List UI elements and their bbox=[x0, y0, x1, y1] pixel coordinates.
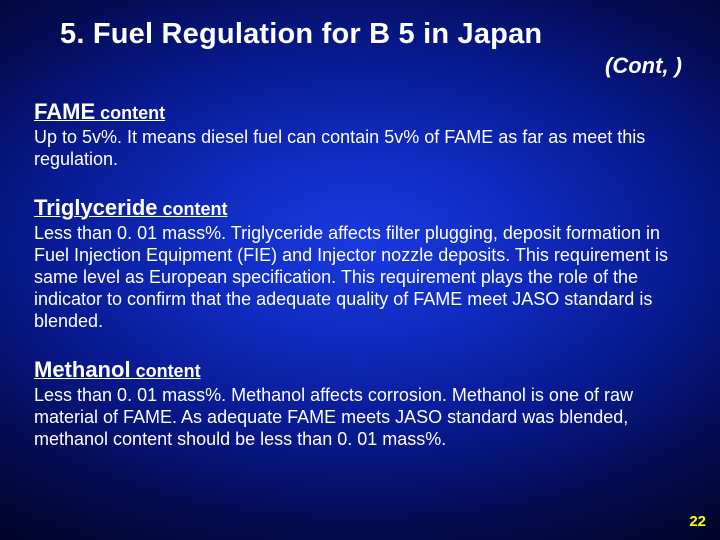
heading-main: Triglyceride bbox=[34, 195, 158, 220]
continuation-label: (Cont, ) bbox=[34, 53, 682, 79]
heading-sub: content bbox=[95, 103, 165, 123]
heading-sub: content bbox=[158, 199, 228, 219]
slide: 5. Fuel Regulation for B 5 in Japan (Con… bbox=[0, 0, 720, 540]
section-heading-fame: FAME content bbox=[34, 99, 686, 125]
heading-sub: content bbox=[131, 361, 201, 381]
page-number: 22 bbox=[689, 513, 706, 530]
section-heading-methanol: Methanol content bbox=[34, 357, 686, 383]
section-heading-triglyceride: Triglyceride content bbox=[34, 195, 686, 221]
heading-main: FAME bbox=[34, 99, 95, 124]
slide-title: 5. Fuel Regulation for B 5 in Japan bbox=[60, 18, 686, 51]
section-body-methanol: Less than 0. 01 mass%. Methanol affects … bbox=[34, 385, 686, 451]
section-body-fame: Up to 5v%. It means diesel fuel can cont… bbox=[34, 127, 686, 171]
section-body-triglyceride: Less than 0. 01 mass%. Triglyceride affe… bbox=[34, 223, 686, 333]
heading-main: Methanol bbox=[34, 357, 131, 382]
